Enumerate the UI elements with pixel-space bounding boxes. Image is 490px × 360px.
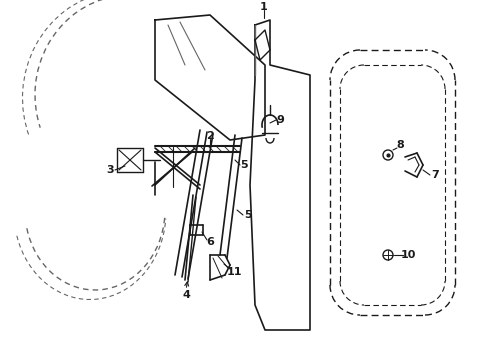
Text: 5: 5 [244, 210, 252, 220]
Text: 11: 11 [226, 267, 242, 277]
Text: 1: 1 [260, 2, 268, 12]
Text: 8: 8 [396, 140, 404, 150]
Text: 5: 5 [240, 160, 248, 170]
Text: 6: 6 [206, 237, 214, 247]
Text: 10: 10 [400, 250, 416, 260]
Text: 2: 2 [206, 131, 214, 141]
Text: 4: 4 [182, 290, 190, 300]
Text: 3: 3 [106, 165, 114, 175]
Text: 7: 7 [431, 170, 439, 180]
Text: 9: 9 [276, 115, 284, 125]
